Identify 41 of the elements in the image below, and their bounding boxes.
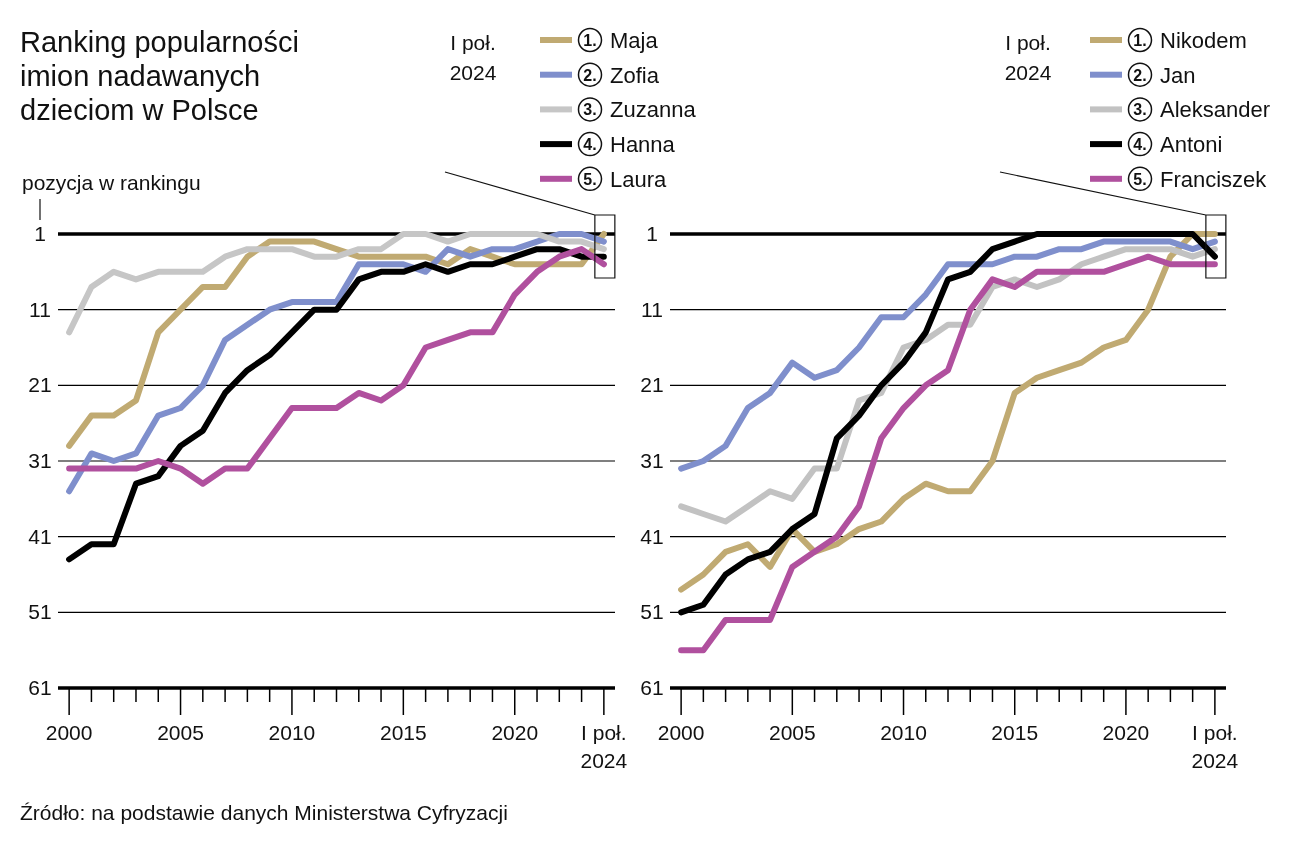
y-tick-label: 51 [28,600,52,624]
x-tick-label: 2005 [157,721,204,744]
legend-label: 2. Jan [1133,62,1196,88]
y-tick-label: 11 [641,297,663,321]
y-tick-label: 21 [640,373,664,397]
text: Źródło: na podstawie danych Ministerstwa Cyfryzacji [20,801,508,824]
legend-label: 5. Franciszek [1133,166,1268,192]
y-tick-label: 41 [28,524,52,548]
y-tick-label: 41 [640,524,664,548]
legend-label: 5. Laura [583,166,668,192]
y-tick-label: 21 [28,373,52,397]
x-tick-label: I poł. 2024 [1191,721,1239,772]
text: I poł. 2024 [449,31,497,84]
text: I poł. 2024 [1004,31,1052,84]
x-tick-label: 2000 [45,721,93,744]
legend-label: 4. Antoni [1133,132,1223,158]
y-tick-label: 61 [640,676,664,699]
x-tick-label: 2000 [657,721,705,744]
legend-label: 3. Zuzanna [583,97,697,123]
legend-label: 4. Hanna [583,132,676,158]
x-tick-label: 2015 [379,721,427,744]
y-tick-label: 51 [640,600,664,624]
y-tick-label: 61 [28,676,52,699]
legend-label: 1. Maja [583,28,659,53]
y-tick-label: 1 [646,222,658,245]
legend-label: 3. Aleksander [1133,97,1271,123]
y-tick-label: 1 [34,222,46,245]
legend-label: 1. Nikodem [1133,28,1247,53]
legend-label: 2. Zofia [583,62,660,88]
x-tick-label: 2005 [768,721,816,744]
x-tick-label: 2020 [491,721,539,744]
y-tick-label: 31 [640,449,664,472]
y-axis-title: pozycja w rankingu [22,171,201,194]
y-tick-label: 11 [29,297,51,321]
x-tick-label: 2010 [880,721,927,744]
x-tick-label: 2010 [268,721,316,744]
x-tick-label: I poł. 2024 [580,721,628,772]
chart-title: Ranking popularności imion nadawanych dzieciom w Polsce [20,26,299,126]
x-tick-label: 2015 [991,721,1039,744]
x-tick-label: 2020 [1102,721,1150,744]
y-tick-label: 31 [28,449,52,472]
